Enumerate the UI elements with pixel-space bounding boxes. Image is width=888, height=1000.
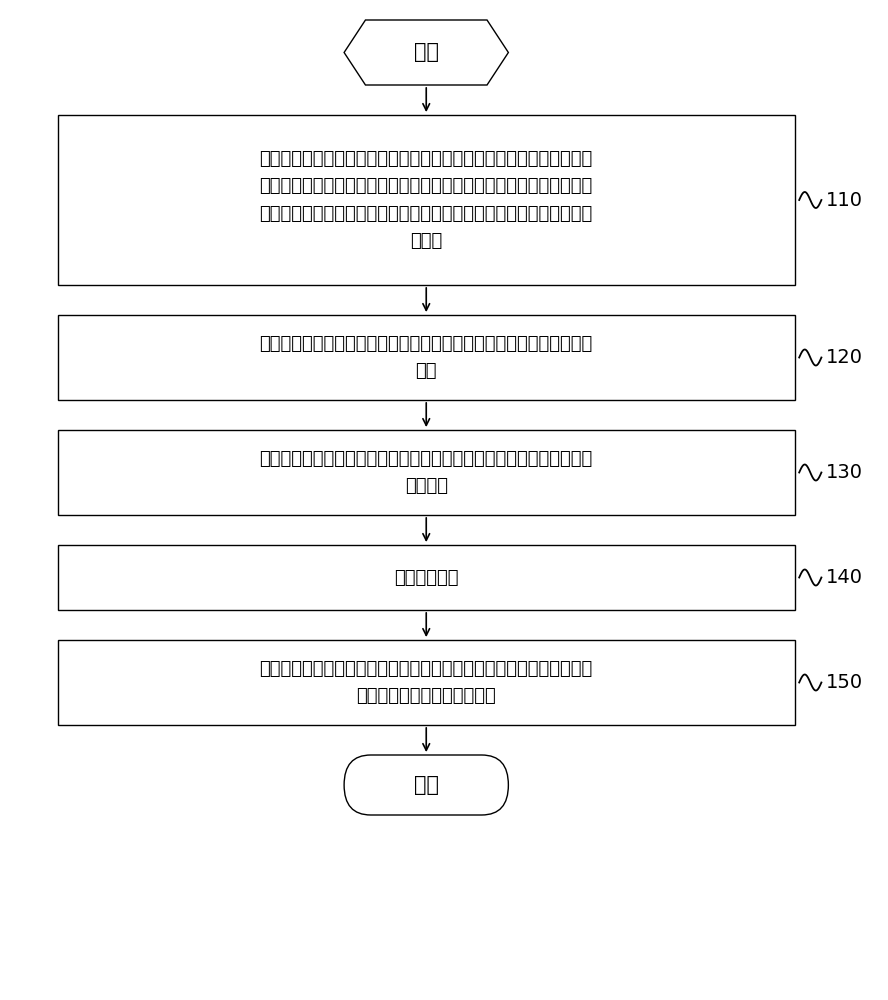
Text: 响应于第二输入，在第二窗口中显示第一缩略图对应的第一界面；其中
，第一界面为应用程序的界面: 响应于第二输入，在第二窗口中显示第一缩略图对应的第一界面；其中 ，第一界面为应用… — [259, 660, 593, 705]
Text: 开始: 开始 — [414, 42, 439, 62]
Text: 120: 120 — [826, 348, 863, 367]
Polygon shape — [344, 20, 508, 85]
Bar — [58, 640, 795, 725]
Bar — [58, 430, 795, 515]
Text: 110: 110 — [826, 190, 863, 210]
Text: 按照各层窗口的显示优先级由高到低的顺序显示各层窗口中包括的缩略
图；其中，一个缩略图对应一个界面，一个层级包括一个窗口，一个窗
口包括至少一个缩略图，一个窗口用: 按照各层窗口的显示优先级由高到低的顺序显示各层窗口中包括的缩略 图；其中，一个缩… — [259, 150, 593, 250]
Text: 响应于第一输入，移动第一缩略图至第二窗口中；其中，各层窗口包括
第二窗口: 响应于第一输入，移动第一缩略图至第二窗口中；其中，各层窗口包括 第二窗口 — [259, 450, 593, 495]
Bar — [58, 545, 795, 610]
Bar — [58, 315, 795, 400]
Bar — [58, 115, 795, 285]
Text: 140: 140 — [826, 568, 863, 587]
Text: 结束: 结束 — [414, 775, 439, 795]
FancyBboxPatch shape — [344, 755, 508, 815]
Text: 150: 150 — [826, 673, 863, 692]
Text: 接收第二输入: 接收第二输入 — [394, 569, 458, 587]
Text: 130: 130 — [826, 463, 863, 482]
Text: 接收对第一窗口中的第一缩略图的第一输入；其中，各层窗口包括第一
窗口: 接收对第一窗口中的第一缩略图的第一输入；其中，各层窗口包括第一 窗口 — [259, 335, 593, 380]
